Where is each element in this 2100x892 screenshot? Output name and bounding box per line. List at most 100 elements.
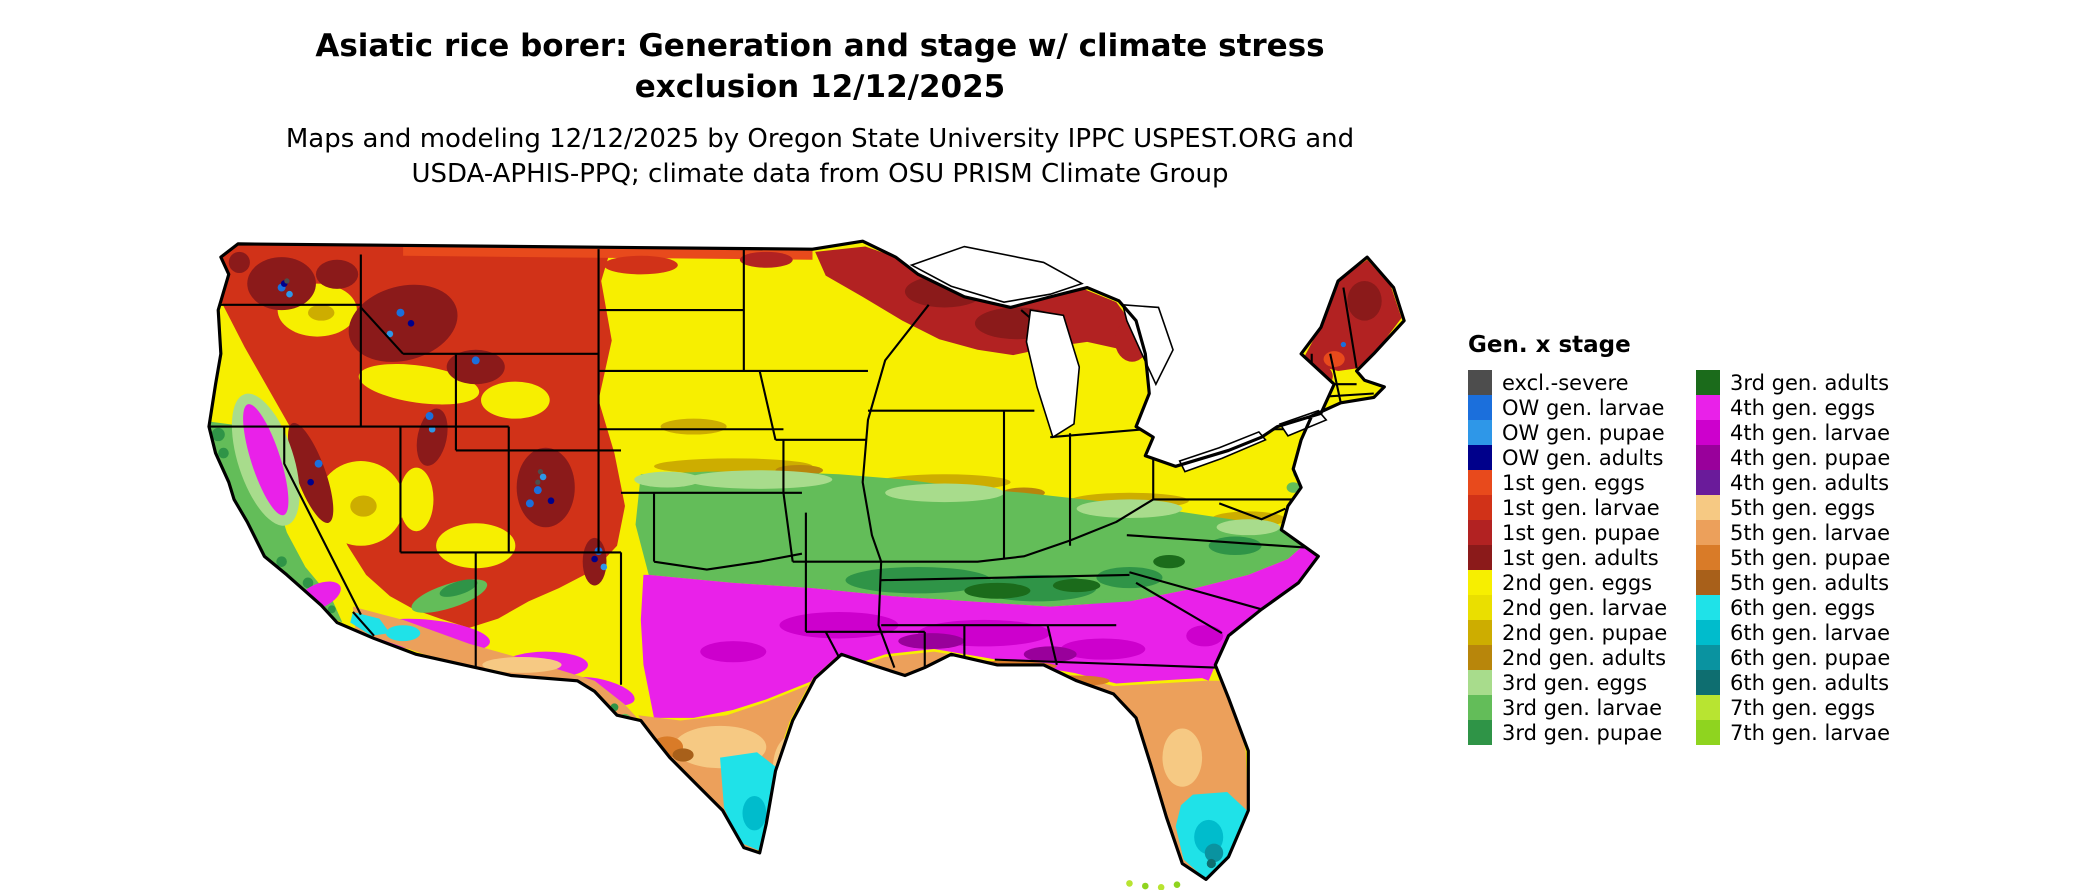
region-overwinter-specks [277, 278, 1347, 571]
legend-swatch [1696, 645, 1720, 670]
legend-item: 1st gen. pupae [1468, 520, 1682, 545]
legend-label: 3rd gen. adults [1730, 370, 1890, 395]
us-map [205, 228, 1420, 890]
legend-label: excl.-severe [1502, 370, 1629, 395]
legend-label: 3rd gen. eggs [1502, 670, 1648, 695]
legend-label: 2nd gen. eggs [1502, 570, 1653, 595]
legend-item: 5th gen. adults [1696, 570, 1910, 595]
legend-label: 7th gen. larvae [1730, 720, 1891, 745]
legend-item: 1st gen. larvae [1468, 495, 1682, 520]
legend-swatch [1696, 620, 1720, 645]
legend-swatch [1468, 720, 1492, 745]
legend-label: 4th gen. larvae [1730, 420, 1891, 445]
legend-title: Gen. x stage [1468, 332, 1631, 358]
legend-item: excl.-severe [1468, 370, 1682, 395]
legend-item: OW gen. adults [1468, 445, 1682, 470]
legend-label: 5th gen. eggs [1730, 495, 1876, 520]
legend-swatch [1468, 545, 1492, 570]
great-lakes [909, 245, 1328, 473]
legend-item: 4th gen. pupae [1696, 445, 1910, 470]
legend-item: 6th gen. larvae [1696, 620, 1910, 645]
legend-item: 3rd gen. eggs [1468, 670, 1682, 695]
legend-label: 3rd gen. pupae [1502, 720, 1663, 745]
legend-label: 2nd gen. larvae [1502, 595, 1668, 620]
florida-keys [1126, 880, 1181, 890]
legend-label: 6th gen. pupae [1730, 645, 1891, 670]
legend-item: 4th gen. larvae [1696, 420, 1910, 445]
legend-item: 5th gen. pupae [1696, 545, 1910, 570]
legend-label: 4th gen. pupae [1730, 445, 1891, 470]
legend-label: 5th gen. adults [1730, 570, 1890, 595]
legend-swatch [1468, 520, 1492, 545]
legend-item: 3rd gen. larvae [1468, 695, 1682, 720]
legend-column-2: 3rd gen. adults 4th gen. eggs 4th gen. lar… [1696, 370, 1910, 745]
legend-swatch [1696, 695, 1720, 720]
legend-swatch [1696, 470, 1720, 495]
legend-swatch [1468, 670, 1492, 695]
legend-item: 2nd gen. larvae [1468, 595, 1682, 620]
legend-label: 1st gen. pupae [1502, 520, 1660, 545]
legend-item: 4th gen. adults [1696, 470, 1910, 495]
legend-swatch [1468, 370, 1492, 395]
legend-swatch [1696, 570, 1720, 595]
legend-swatch [1696, 445, 1720, 470]
legend-item: 6th gen. pupae [1696, 645, 1910, 670]
legend-item: 5th gen. eggs [1696, 495, 1910, 520]
legend-label: 1st gen. adults [1502, 545, 1659, 570]
lake-huron [1121, 303, 1174, 387]
legend-column-1: excl.-severe OW gen. larvae OW gen. pupae O… [1468, 370, 1682, 745]
legend-label: 4th gen. adults [1730, 470, 1890, 495]
legend-swatch [1696, 520, 1720, 545]
legend-swatch [1696, 370, 1720, 395]
legend-label: 1st gen. larvae [1502, 495, 1660, 520]
legend-swatch [1696, 545, 1720, 570]
legend-item: 6th gen. eggs [1696, 595, 1910, 620]
legend-swatch [1468, 445, 1492, 470]
legend-swatch [1696, 495, 1720, 520]
legend: Gen. x stage excl.-severe OW gen. larvae O… [1468, 332, 1910, 745]
legend-label: OW gen. adults [1502, 445, 1664, 470]
legend-item: 6th gen. adults [1696, 670, 1910, 695]
legend-item: 7th gen. larvae [1696, 720, 1910, 745]
legend-swatch [1468, 420, 1492, 445]
legend-label: 2nd gen. pupae [1502, 620, 1668, 645]
legend-item: 1st gen. adults [1468, 545, 1682, 570]
map-subtitle: Maps and modeling 12/12/2025 by Oregon S… [130, 122, 1510, 192]
map-title: Asiatic rice borer: Generation and stage… [130, 26, 1510, 108]
legend-item: 2nd gen. pupae [1468, 620, 1682, 645]
legend-label: 6th gen. adults [1730, 670, 1890, 695]
subtitle-line-2: USDA-APHIS-PPQ; climate data from OSU PR… [411, 159, 1229, 189]
legend-swatch [1696, 720, 1720, 745]
legend-swatch [1696, 595, 1720, 620]
legend-label: 6th gen. eggs [1730, 595, 1876, 620]
legend-columns: excl.-severe OW gen. larvae OW gen. pupae O… [1468, 370, 1910, 745]
legend-label: 5th gen. pupae [1730, 545, 1891, 570]
legend-label: 3rd gen. larvae [1502, 695, 1663, 720]
us-outline [207, 239, 1406, 881]
legend-label: OW gen. pupae [1502, 420, 1665, 445]
legend-item: OW gen. pupae [1468, 420, 1682, 445]
title-line-2: exclusion 12/12/2025 [634, 69, 1006, 105]
title-line-1: Asiatic rice borer: Generation and stage… [315, 28, 1325, 64]
lake-michigan [1025, 309, 1081, 439]
legend-label: 2nd gen. adults [1502, 645, 1667, 670]
lake-ontario [1278, 409, 1328, 437]
legend-swatch [1468, 395, 1492, 420]
legend-label: 7th gen. eggs [1730, 695, 1876, 720]
legend-item: 1st gen. eggs [1468, 470, 1682, 495]
legend-label: 4th gen. eggs [1730, 395, 1876, 420]
legend-swatch [1696, 420, 1720, 445]
legend-item: 3rd gen. adults [1696, 370, 1910, 395]
legend-label: 6th gen. larvae [1730, 620, 1891, 645]
map-fill-layers [208, 241, 1405, 880]
region-4th-gen-detail [700, 611, 1224, 663]
legend-item: 2nd gen. adults [1468, 645, 1682, 670]
legend-swatch [1468, 620, 1492, 645]
legend-item: 3rd gen. pupae [1468, 720, 1682, 745]
legend-item: 4th gen. eggs [1696, 395, 1910, 420]
legend-item: OW gen. larvae [1468, 395, 1682, 420]
legend-swatch [1696, 670, 1720, 695]
region-west-yellow-basins [277, 283, 550, 569]
legend-swatch [1468, 570, 1492, 595]
legend-swatch [1468, 495, 1492, 520]
